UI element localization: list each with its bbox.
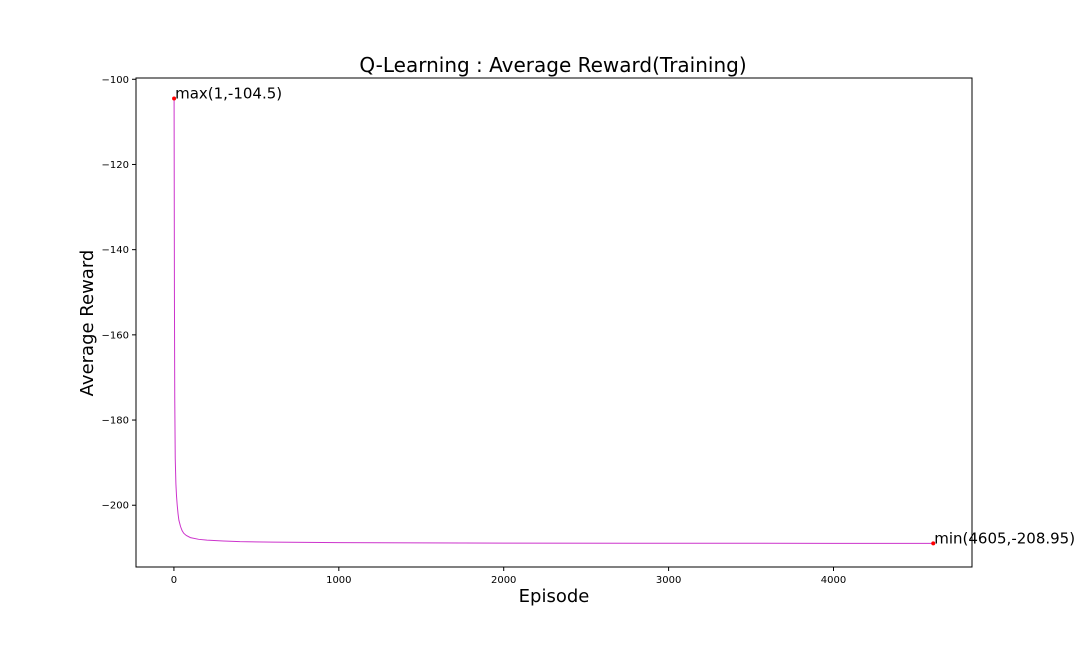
x-axis-label: Episode (519, 586, 590, 607)
y-tick-label: −180 (102, 416, 129, 427)
annotation-marker (931, 541, 936, 546)
y-axis-label: Average Reward (77, 250, 98, 397)
average-reward-line (173, 98, 934, 544)
annotations: max(1,-104.5) min(4605,-208.95) (172, 84, 1075, 547)
y-tick-label: −140 (102, 245, 129, 256)
chart-title: Q-Learning : Average Reward(Training) (359, 53, 746, 77)
x-tick-label: 2000 (491, 575, 516, 586)
y-axis: −100 −120 −140 −160 −180 −200 (102, 75, 136, 512)
x-tick-label: 4000 (821, 575, 846, 586)
annotation-label: max(1,-104.5) (175, 84, 282, 102)
annotation-label: min(4605,-208.95) (934, 529, 1075, 547)
x-tick-label: 1000 (326, 575, 351, 586)
y-tick-label: −120 (102, 160, 129, 171)
x-tick-label: 3000 (656, 575, 681, 586)
y-tick-label: −200 (102, 501, 129, 512)
x-axis: 0 1000 2000 3000 4000 (171, 567, 846, 586)
y-tick-label: −160 (102, 330, 129, 341)
annotation-marker (172, 96, 177, 101)
y-tick-label: −100 (102, 75, 129, 86)
plot-area (135, 77, 973, 568)
x-tick-label: 0 (171, 575, 177, 586)
